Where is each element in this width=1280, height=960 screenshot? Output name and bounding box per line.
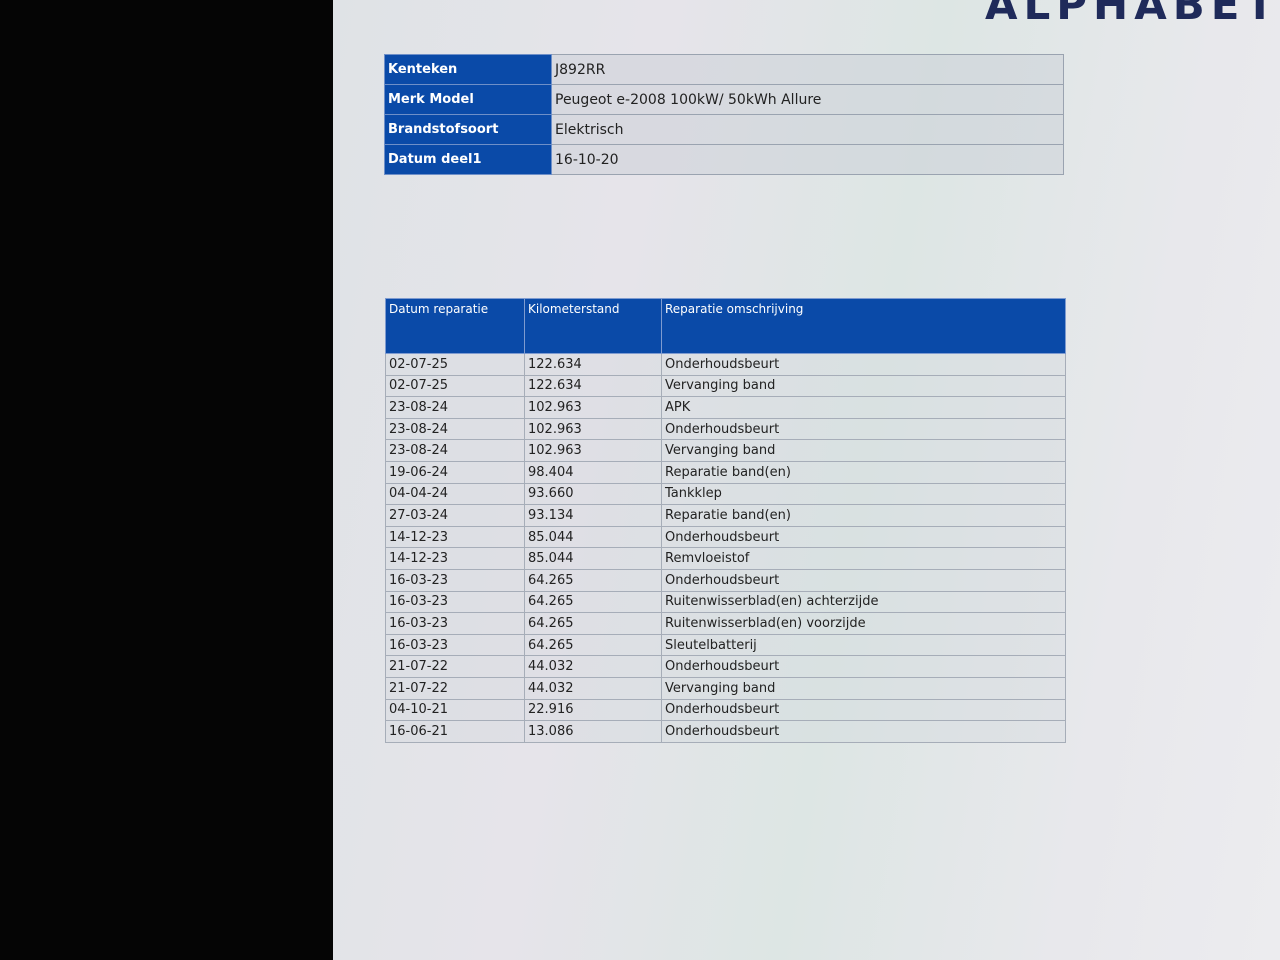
info-value: Peugeot e-2008 100kW/ 50kWh Allure [551,84,1064,115]
info-label: Datum deel1 [384,144,552,175]
cell-kilometerstand: 85.044 [524,525,662,549]
cell-datum: 16-03-23 [385,590,525,614]
repair-history-table: Datum reparatie Kilometerstand Reparatie… [385,298,1066,743]
vehicle-info-row: Merk Model Peugeot e-2008 100kW/ 50kWh Al… [384,84,1064,115]
cell-omschrijving: Tankklep [661,482,1066,506]
cell-omschrijving: APK [661,396,1066,419]
cell-omschrijving: Onderhoudsbeurt [661,525,1066,549]
cell-datum: 23-08-24 [385,396,525,419]
info-label: Brandstofsoort [384,114,552,145]
header-omschrijving: Reparatie omschrijving [661,298,1066,354]
cell-datum: 23-08-24 [385,417,525,441]
cell-omschrijving: Onderhoudsbeurt [661,720,1066,743]
table-row: 16-03-23 64.265 Ruitenwisserblad(en) voorz… [385,612,1066,635]
cell-datum: 04-10-21 [385,698,525,722]
cell-datum: 27-03-24 [385,504,525,527]
cell-kilometerstand: 44.032 [524,676,662,700]
cell-datum: 16-06-21 [385,720,525,743]
alphabet-logo: ALPHABET [985,0,1280,29]
cell-kilometerstand: 64.265 [524,590,662,614]
cell-omschrijving: Vervanging band [661,439,1066,462]
cell-kilometerstand: 44.032 [524,655,662,678]
info-value: Elektrisch [551,114,1064,145]
cell-omschrijving: Onderhoudsbeurt [661,417,1066,441]
cell-datum: 23-08-24 [385,439,525,462]
table-row: 19-06-24 98.404 Reparatie band(en) [385,460,1066,484]
info-value: J892RR [551,54,1064,85]
cell-datum: 21-07-22 [385,676,525,700]
cell-datum: 02-07-25 [385,353,525,376]
cell-omschrijving: Ruitenwisserblad(en) voorzijde [661,612,1066,635]
header-datum: Datum reparatie [385,298,525,354]
cell-kilometerstand: 102.963 [524,396,662,419]
vehicle-info-table: Kenteken J892RR Merk Model Peugeot e-2008 1… [384,54,1064,175]
cell-omschrijving: Vervanging band [661,676,1066,700]
cell-kilometerstand: 64.265 [524,568,662,592]
cell-datum: 19-06-24 [385,460,525,484]
cell-omschrijving: Onderhoudsbeurt [661,698,1066,722]
header-kilometerstand: Kilometerstand [524,298,662,354]
cell-datum: 16-03-23 [385,612,525,635]
table-row: 23-08-24 102.963 Onderhoudsbeurt [385,417,1066,441]
cell-kilometerstand: 102.963 [524,417,662,441]
table-row: 23-08-24 102.963 Vervanging band [385,439,1066,462]
cell-omschrijving: Onderhoudsbeurt [661,353,1066,376]
cell-omschrijving: Reparatie band(en) [661,460,1066,484]
cell-datum: 16-03-23 [385,568,525,592]
table-row: 27-03-24 93.134 Reparatie band(en) [385,504,1066,527]
cell-omschrijving: Remvloeistof [661,547,1066,570]
table-header-row: Datum reparatie Kilometerstand Reparatie… [385,298,1066,354]
cell-omschrijving: Onderhoudsbeurt [661,568,1066,592]
cell-omschrijving: Ruitenwisserblad(en) achterzijde [661,590,1066,614]
cell-datum: 14-12-23 [385,525,525,549]
cell-kilometerstand: 13.086 [524,720,662,743]
cell-kilometerstand: 98.404 [524,460,662,484]
table-row: 04-10-21 22.916 Onderhoudsbeurt [385,698,1066,722]
cell-kilometerstand: 64.265 [524,633,662,657]
vehicle-info-row: Datum deel1 16-10-20 [384,144,1064,175]
cell-omschrijving: Vervanging band [661,374,1066,398]
cell-datum: 21-07-22 [385,655,525,678]
table-row: 16-06-21 13.086 Onderhoudsbeurt [385,720,1066,743]
cell-kilometerstand: 64.265 [524,612,662,635]
cell-kilometerstand: 102.963 [524,439,662,462]
vehicle-info-row: Kenteken J892RR [384,54,1064,85]
table-row: 14-12-23 85.044 Onderhoudsbeurt [385,525,1066,549]
vehicle-info-row: Brandstofsoort Elektrisch [384,114,1064,145]
table-row: 04-04-24 93.660 Tankklep [385,482,1066,506]
cell-kilometerstand: 22.916 [524,698,662,722]
cell-kilometerstand: 122.634 [524,374,662,398]
table-row: 16-03-23 64.265 Ruitenwisserblad(en) achte… [385,590,1066,614]
info-label: Kenteken [384,54,552,85]
cell-kilometerstand: 85.044 [524,547,662,570]
table-row: 02-07-25 122.634 Onderhoudsbeurt [385,353,1066,376]
table-row: 21-07-22 44.032 Vervanging band [385,676,1066,700]
table-row: 23-08-24 102.963 APK [385,396,1066,419]
cell-kilometerstand: 93.134 [524,504,662,527]
table-row: 16-03-23 64.265 Sleutelbatterij [385,633,1066,657]
dark-background [0,0,333,960]
table-row: 16-03-23 64.265 Onderhoudsbeurt [385,568,1066,592]
cell-kilometerstand: 122.634 [524,353,662,376]
cell-datum: 04-04-24 [385,482,525,506]
table-row: 21-07-22 44.032 Onderhoudsbeurt [385,655,1066,678]
cell-omschrijving: Sleutelbatterij [661,633,1066,657]
info-value: 16-10-20 [551,144,1064,175]
info-label: Merk Model [384,84,552,115]
cell-datum: 16-03-23 [385,633,525,657]
cell-omschrijving: Reparatie band(en) [661,504,1066,527]
cell-datum: 14-12-23 [385,547,525,570]
table-row: 02-07-25 122.634 Vervanging band [385,374,1066,398]
table-row: 14-12-23 85.044 Remvloeistof [385,547,1066,570]
cell-datum: 02-07-25 [385,374,525,398]
cell-omschrijving: Onderhoudsbeurt [661,655,1066,678]
cell-kilometerstand: 93.660 [524,482,662,506]
